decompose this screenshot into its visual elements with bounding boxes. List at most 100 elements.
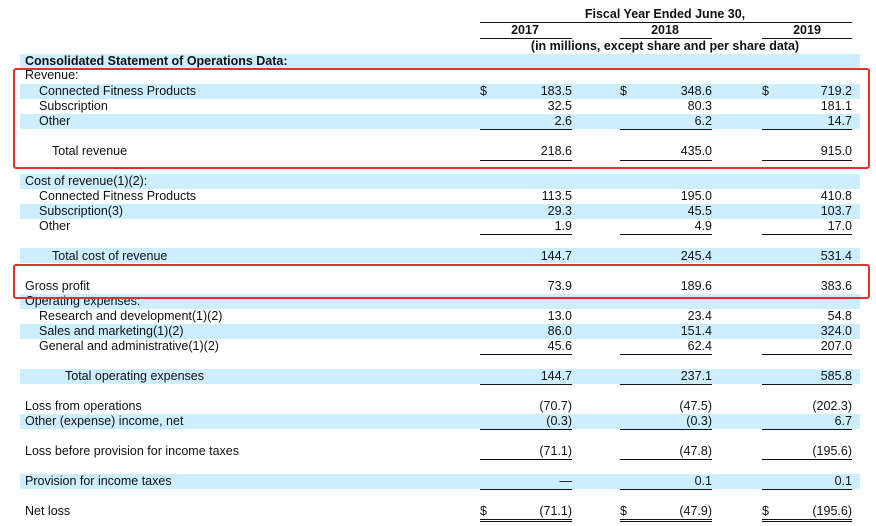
value-2018: 6.2 xyxy=(694,114,712,128)
total-rule xyxy=(480,384,572,385)
row-label: Subscription xyxy=(39,99,108,113)
value-2017: 32.5 xyxy=(547,99,572,113)
value-2017: 45.6 xyxy=(547,339,572,353)
value-2017: 29.3 xyxy=(547,204,572,218)
table-row: Sales and marketing(1)(2) 86.0 151.4 324… xyxy=(20,324,860,339)
section-title-row: Consolidated Statement of Operations Dat… xyxy=(20,54,860,69)
total-rule xyxy=(762,459,852,460)
row-label: Other (expense) income, net xyxy=(25,414,184,428)
row-label: General and administrative(1)(2) xyxy=(39,339,219,353)
value-2018: 23.4 xyxy=(687,309,712,323)
row-label: Other xyxy=(39,114,71,128)
year-rule-2017 xyxy=(480,38,572,39)
row-label: Connected Fitness Products xyxy=(39,189,197,203)
value-2017: (71.1) xyxy=(539,504,572,518)
table-row: Connected Fitness Products $ 183.5 $ 348… xyxy=(20,84,860,99)
value-2019: (202.3) xyxy=(812,399,852,413)
value-2019: 17.0 xyxy=(827,219,852,233)
value-2019: 14.7 xyxy=(827,114,852,128)
value-2017: 1.9 xyxy=(554,219,572,233)
table-row: Other 1.9 4.9 17.0 xyxy=(20,219,860,234)
gross-profit-highlight-box xyxy=(13,264,870,299)
value-2018: (0.3) xyxy=(686,414,712,428)
stripe xyxy=(20,248,860,263)
subtotal-rule xyxy=(480,234,572,235)
value-2018: 435.0 xyxy=(680,144,712,158)
value-2017: 73.9 xyxy=(547,279,572,293)
year-2017-header: 2017 xyxy=(511,23,539,37)
value-2019: (195.6) xyxy=(812,444,852,458)
value-2018: 0.1 xyxy=(694,474,712,488)
value-2018: (47.5) xyxy=(679,399,712,413)
subtotal-rule xyxy=(620,429,712,430)
total-rule xyxy=(480,459,572,460)
value-2019: 719.2 xyxy=(820,84,852,98)
currency-symbol: $ xyxy=(762,504,769,518)
value-2017: 2.6 xyxy=(554,114,572,128)
row-label: Revenue: xyxy=(25,68,79,82)
row-label: Total cost of revenue xyxy=(52,249,168,263)
value-2017: 86.0 xyxy=(547,324,572,338)
value-2018: (47.9) xyxy=(679,504,712,518)
row-label: Loss before provision for income taxes xyxy=(25,444,239,458)
table-row: Subscription(3) 29.3 45.5 103.7 xyxy=(20,204,860,219)
table-row: Loss from operations (70.7) (47.5) (202.… xyxy=(20,399,860,414)
value-2018: 237.1 xyxy=(680,369,712,383)
total-rule xyxy=(762,384,852,385)
subtotal-rule xyxy=(620,234,712,235)
stripe xyxy=(20,324,860,339)
currency-symbol: $ xyxy=(480,504,487,518)
table-row: Research and development(1)(2) 13.0 23.4… xyxy=(20,309,860,324)
table-row: Total operating expenses 144.7 237.1 585… xyxy=(20,369,860,384)
total-rule xyxy=(762,521,852,522)
revenue-heading-row: Revenue: xyxy=(20,68,860,83)
stripe xyxy=(20,369,860,384)
table-row: Connected Fitness Products 113.5 195.0 4… xyxy=(20,189,860,204)
total-rule xyxy=(762,519,852,520)
subtotal-rule xyxy=(620,354,712,355)
total-rule xyxy=(620,160,712,161)
stripe xyxy=(20,414,860,429)
row-label: Research and development(1)(2) xyxy=(39,309,223,323)
value-2018: 245.4 xyxy=(680,249,712,263)
row-label: Sales and marketing(1)(2) xyxy=(39,324,184,338)
row-label: Other xyxy=(39,219,71,233)
row-label: Connected Fitness Products xyxy=(39,84,197,98)
value-2019: 585.8 xyxy=(820,369,852,383)
row-label: Subscription(3) xyxy=(39,204,124,218)
value-2017: (70.7) xyxy=(539,399,572,413)
stripe xyxy=(20,84,860,99)
year-2019-header: 2019 xyxy=(793,23,821,37)
total-rule xyxy=(762,160,852,161)
value-2019: 410.8 xyxy=(820,189,852,203)
value-2019: 54.8 xyxy=(827,309,852,323)
value-2018: 80.3 xyxy=(687,99,712,113)
value-2019: 324.0 xyxy=(820,324,852,338)
table-row: Other (expense) income, net (0.3) (0.3) … xyxy=(20,414,860,429)
currency-symbol: $ xyxy=(762,84,769,98)
value-2018: 62.4 xyxy=(687,339,712,353)
value-2017: 144.7 xyxy=(540,249,572,263)
row-label: Total operating expenses xyxy=(65,369,204,383)
value-2018: 45.5 xyxy=(687,204,712,218)
row-label: Cost of revenue(1)(2): xyxy=(25,174,148,188)
value-2019: 915.0 xyxy=(820,144,852,158)
subtotal-rule xyxy=(620,489,712,490)
total-rule xyxy=(480,519,572,520)
subtotal-rule xyxy=(480,489,572,490)
table-row: Net loss $ (71.1) $ (47.9) $ (195.6) xyxy=(20,504,860,519)
stripe xyxy=(20,204,860,219)
currency-symbol: $ xyxy=(620,504,627,518)
row-label: Gross profit xyxy=(25,279,90,293)
table-row: Total cost of revenue 144.7 245.4 531.4 xyxy=(20,249,860,264)
value-2018: (47.8) xyxy=(679,444,712,458)
value-2017: 183.5 xyxy=(540,84,572,98)
value-2018: 189.6 xyxy=(680,279,712,293)
table-row: Loss before provision for income taxes (… xyxy=(20,444,860,459)
value-2018: 195.0 xyxy=(680,189,712,203)
value-2017: 113.5 xyxy=(541,189,572,203)
table-row: Other 2.6 6.2 14.7 xyxy=(20,114,860,129)
stripe xyxy=(20,474,860,489)
currency-symbol: $ xyxy=(620,84,627,98)
value-2017: 144.7 xyxy=(540,369,572,383)
